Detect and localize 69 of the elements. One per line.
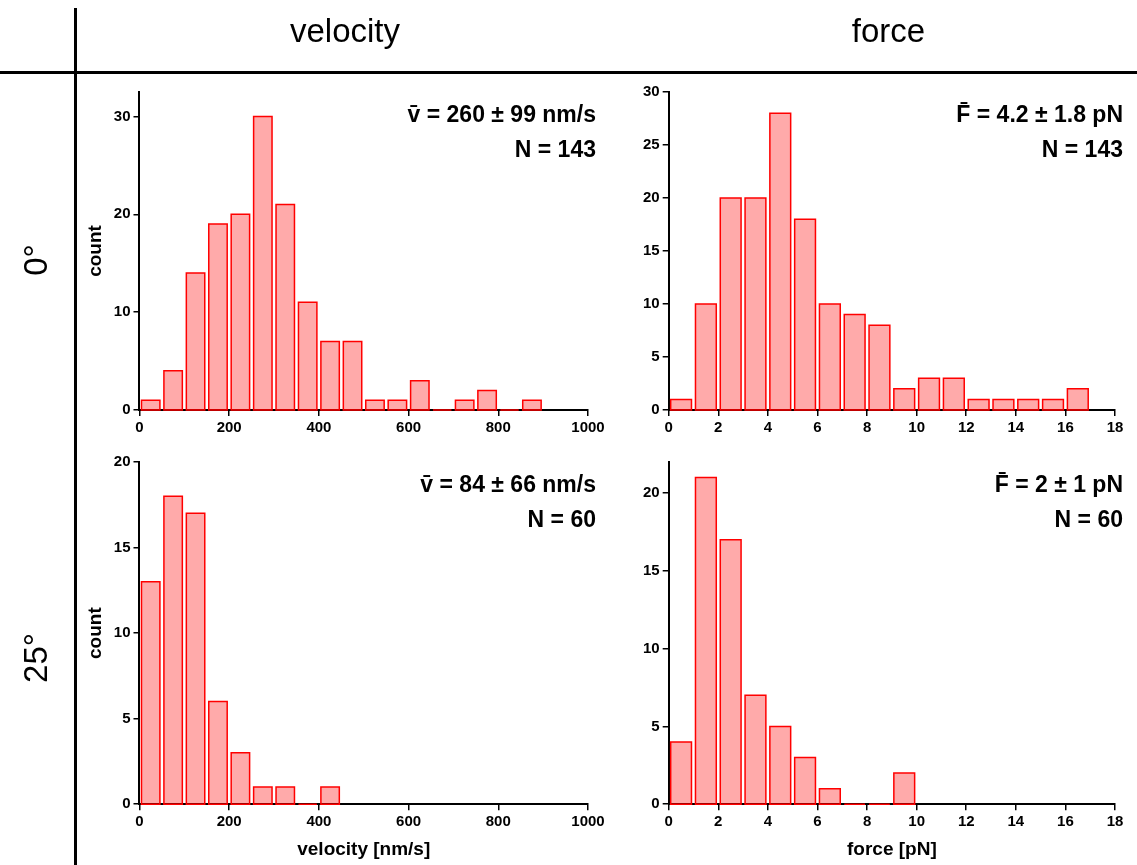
x-tick-label: 4 [763,418,773,436]
x-tick-label: 2 [714,812,723,830]
annotation: N = 143 [514,136,596,163]
x-tick-label: 800 [485,812,511,830]
x-tick-label: 600 [396,418,422,436]
x-tick-label: 4 [763,812,773,830]
x-tick-label: 2 [714,418,723,436]
y-tick-label: 20 [113,204,131,222]
y-tick-label: 20 [643,483,660,501]
x-tick-label: 12 [957,812,975,830]
x-axis-title: force [pN] [846,837,937,859]
x-tick-label: 6 [813,418,822,436]
annotation: F̄ = 2 ± 1 pN [994,471,1123,498]
chart-title: force [850,12,927,50]
y-axis-title: count [83,606,105,659]
y-tick-label: 10 [643,638,660,656]
x-tick-label: 1000 [571,418,605,436]
x-tick-label: 1000 [571,812,605,830]
x-tick-label: 14 [1007,418,1025,436]
x-tick-label: 18 [1106,418,1124,436]
annotation: N = 60 [1054,506,1123,533]
y-tick-label: 0 [651,400,660,418]
x-tick-label: 400 [306,418,332,436]
y-tick-label: 10 [113,623,131,641]
y-tick-label: 10 [113,302,131,320]
y-tick-label: 0 [651,794,660,812]
y-tick-label: 5 [651,347,660,365]
y-tick-label: 20 [113,452,131,470]
y-tick-label: 15 [643,241,660,259]
x-tick-label: 0 [135,812,144,830]
annotation: v̄ = 84 ± 66 nm/s [420,471,596,498]
x-tick-label: 10 [908,812,925,830]
y-tick-label: 5 [122,708,131,726]
x-axis-title: velocity [nm/s] [297,837,431,859]
x-tick-label: 0 [664,812,673,830]
y-tick-label: 10 [643,294,660,312]
annotation: F̄ = 4.2 ± 1.8 pN [956,101,1123,128]
annotation: N = 143 [1041,136,1123,163]
y-tick-label: 30 [113,106,131,124]
text: 0° [17,244,55,276]
x-tick-label: 16 [1057,812,1074,830]
y-tick-label: 0 [122,794,131,812]
x-tick-label: 14 [1007,812,1025,830]
annotation: v̄ = 260 ± 99 nm/s [407,101,596,128]
x-tick-label: 10 [908,418,925,436]
annotation: N = 60 [527,506,596,533]
chart-title: velocity [288,12,401,50]
y-tick-label: 25 [643,135,660,153]
x-tick-label: 0 [664,418,673,436]
x-tick-label: 16 [1057,418,1074,436]
x-tick-label: 400 [306,812,332,830]
y-tick-label: 20 [643,188,660,206]
x-tick-label: 800 [485,418,511,436]
x-tick-label: 12 [957,418,975,436]
y-tick-label: 15 [113,537,131,555]
text: 25° [17,632,55,683]
x-tick-label: 200 [216,418,242,436]
y-tick-label: 30 [643,82,660,100]
y-tick-label: 5 [651,716,660,734]
x-tick-label: 600 [396,812,422,830]
y-tick-label: 15 [643,561,660,579]
x-tick-label: 8 [862,812,872,830]
y-tick-label: 0 [122,400,131,418]
y-axis-title: count [83,224,105,277]
x-tick-label: 18 [1106,812,1124,830]
x-tick-label: 0 [135,418,144,436]
x-tick-label: 6 [813,812,822,830]
x-tick-label: 200 [216,812,242,830]
x-tick-label: 8 [862,418,872,436]
